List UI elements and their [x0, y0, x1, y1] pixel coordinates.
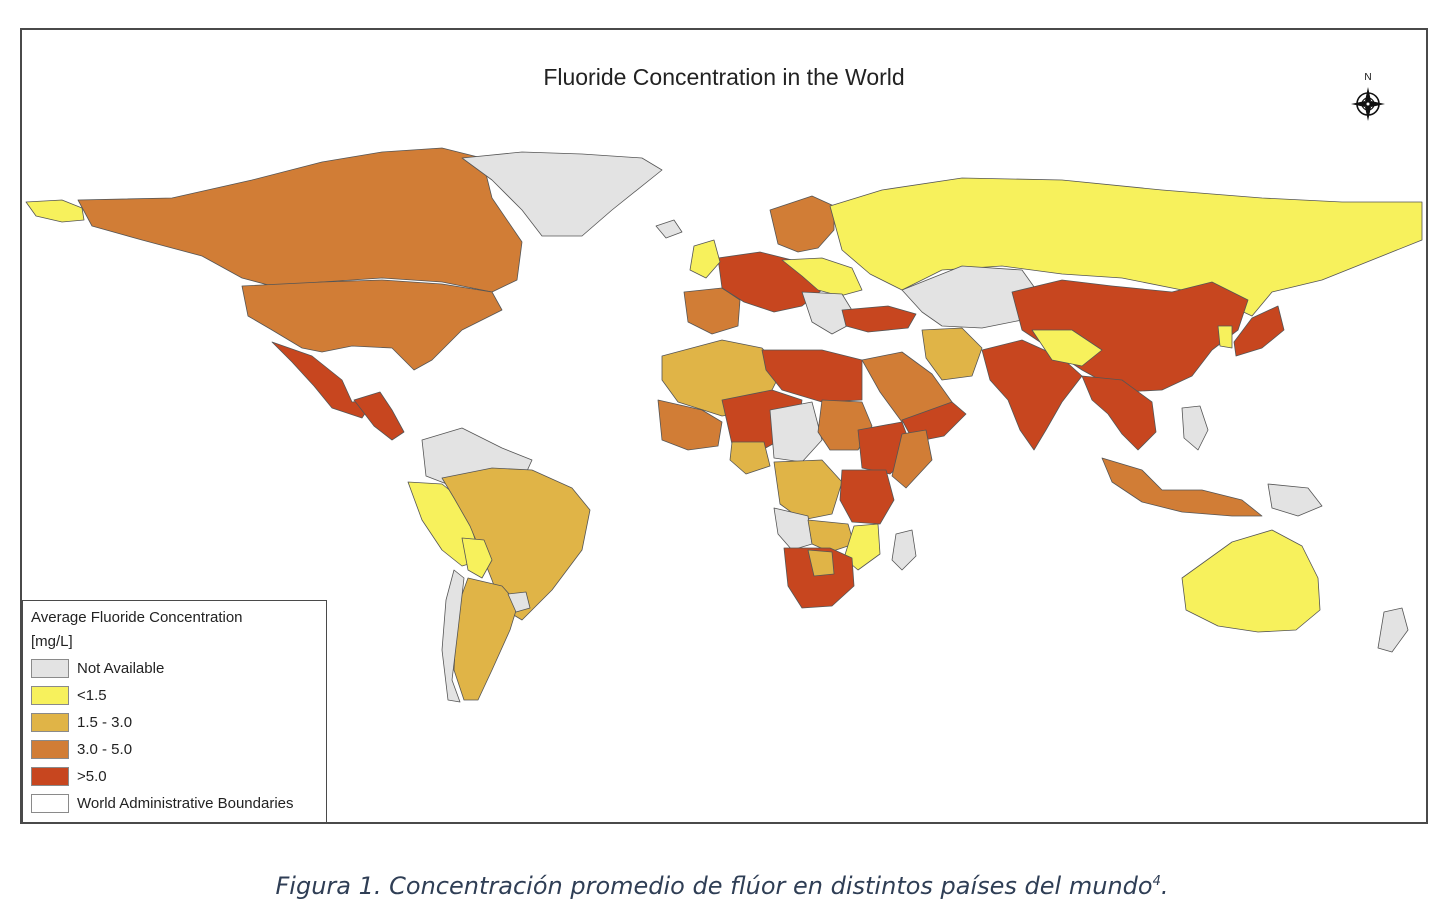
- region-angola: [773, 507, 813, 551]
- map-frame: Fluoride Concentration in the World N Av…: [20, 28, 1428, 824]
- legend-swatch: [31, 659, 69, 678]
- region-philippines: [1181, 405, 1209, 451]
- legend-item: World Administrative Boundaries: [31, 790, 318, 817]
- region-iberia: [683, 287, 741, 335]
- region-mongolia: [1031, 329, 1103, 367]
- region-mozambique: [843, 523, 881, 571]
- north-label: N: [1364, 72, 1372, 83]
- region-southeast-asia: [1081, 375, 1157, 451]
- region-central-africa: [769, 401, 823, 463]
- region-east-africa: [839, 469, 895, 525]
- region-somalia: [891, 429, 933, 489]
- region-nigeria: [729, 441, 771, 475]
- region-west-africa: [657, 399, 723, 451]
- north-arrow: N: [1348, 72, 1388, 128]
- region-balkans: [801, 291, 859, 335]
- region-argentina: [453, 577, 519, 701]
- legend-label: 1.5 - 3.0: [77, 714, 133, 731]
- legend-label: 3.0 - 5.0: [77, 741, 133, 758]
- legend-item: >5.0: [31, 763, 318, 790]
- region-iceland: [655, 219, 683, 239]
- region-central-europe: [781, 257, 863, 297]
- region-alaska: [25, 199, 85, 223]
- legend-item: 1.5 - 3.0: [31, 709, 318, 736]
- region-madagascar: [891, 529, 917, 571]
- region-new-zealand: [1377, 607, 1409, 653]
- legend-label: Not Available: [77, 660, 165, 677]
- region-uruguay: [507, 591, 531, 613]
- legend-unit: [mg/L]: [31, 633, 73, 650]
- legend-swatch: [31, 740, 69, 759]
- region-zambia: [807, 519, 855, 553]
- legend-item: Not Available: [31, 655, 318, 682]
- world-map: [25, 147, 1423, 703]
- caption-text: Figura 1. Concentración promedio de flúo…: [275, 872, 1153, 900]
- region-iran: [921, 327, 983, 381]
- caption-reference: 4: [1152, 874, 1161, 889]
- map-title: Fluoride Concentration in the World: [543, 64, 905, 90]
- region-usa: [241, 279, 503, 371]
- region-korea: [1217, 325, 1233, 349]
- legend-swatch: [31, 713, 69, 732]
- region-canada: [77, 147, 523, 293]
- region-central-america: [353, 391, 405, 441]
- legend-swatch: [31, 794, 69, 813]
- region-australia: [1181, 529, 1321, 633]
- legend-label: World Administrative Boundaries: [77, 795, 294, 812]
- region-russia: [829, 177, 1423, 317]
- region-indonesia: [1101, 457, 1263, 517]
- legend-label: >5.0: [77, 768, 107, 785]
- region-uk-ireland: [689, 239, 721, 279]
- region-japan: [1233, 305, 1285, 357]
- region-papua: [1267, 483, 1323, 517]
- legend-swatch: [31, 767, 69, 786]
- region-bolivia: [461, 537, 493, 579]
- compass-rose-icon: [1351, 87, 1385, 121]
- legend-item: <1.5: [31, 682, 318, 709]
- map-legend: Average Fluoride Concentration [mg/L] No…: [22, 600, 327, 822]
- region-southern-africa: [783, 547, 855, 609]
- region-congo: [773, 459, 843, 521]
- legend-swatch: [31, 686, 69, 705]
- region-scandinavia: [769, 195, 835, 253]
- legend-title: Average Fluoride Concentration: [31, 609, 243, 626]
- legend-label: <1.5: [77, 687, 107, 704]
- region-turkey: [841, 305, 917, 333]
- figure-caption: Figura 1. Concentración promedio de flúo…: [0, 872, 1444, 900]
- region-botswana: [807, 549, 835, 577]
- legend-item: 3.0 - 5.0: [31, 736, 318, 763]
- region-greenland: [461, 151, 663, 237]
- region-chile: [441, 569, 465, 703]
- caption-end: .: [1160, 872, 1169, 900]
- region-brazil: [441, 467, 591, 621]
